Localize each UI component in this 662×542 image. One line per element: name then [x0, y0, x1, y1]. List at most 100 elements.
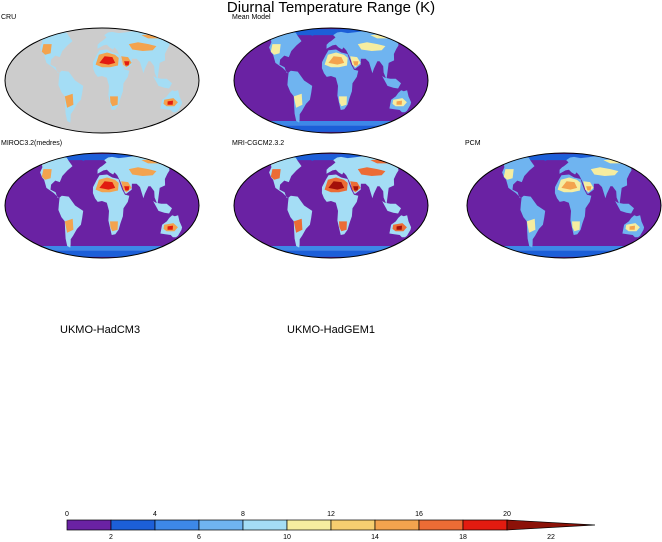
colorbar-tick-label: 0: [65, 511, 69, 518]
southern-ocean-band: [17, 246, 187, 251]
land-greenland: [79, 29, 95, 36]
colorbar-segment: [330, 519, 376, 531]
peak-dtr-saharaCore: [328, 56, 345, 65]
high-dtr-southAfrica: [339, 96, 347, 107]
land-greenland: [79, 154, 95, 161]
colorbar-segment: [110, 519, 156, 531]
high-dtr-southAm: [293, 93, 303, 108]
arctic-band: [485, 154, 643, 161]
land-indonesia: [615, 201, 634, 214]
high-dtr-westUS: [503, 169, 514, 180]
high-dtr-westUS: [41, 169, 52, 180]
colorbar-segment: [154, 519, 200, 531]
map-cru: [4, 27, 200, 134]
colorbar-segment: [462, 519, 508, 531]
panel-label-miroc: MIROC3.2(medres): [1, 140, 63, 147]
land-northAmerica: [258, 31, 302, 74]
colorbar-tick-label: 12: [327, 511, 335, 518]
map-pcm: [466, 152, 662, 259]
colorbar-segment: [198, 519, 244, 531]
peak-dtr-arabiaCore: [124, 186, 130, 191]
peak-dtr-ausCore: [396, 225, 402, 230]
peak-dtr-saharaCore: [99, 181, 116, 190]
peak-dtr-arabiaCore: [124, 61, 130, 66]
high-dtr-centralAsia: [357, 42, 386, 51]
colorbar-tick-label: 22: [547, 534, 555, 541]
peak-dtr-saharaCore: [561, 181, 578, 190]
arctic-band: [252, 154, 410, 161]
land-eurasia: [97, 155, 180, 205]
land-indonesia: [153, 201, 172, 214]
high-dtr-westUS: [270, 44, 281, 55]
land-indonesia: [382, 76, 401, 89]
land-eurasia: [559, 155, 642, 205]
land-indonesia: [153, 76, 172, 89]
southern-ocean-band: [252, 250, 410, 254]
peak-dtr-arabiaCore: [586, 186, 592, 191]
peak-dtr-ausCore: [396, 100, 402, 105]
panel-label-mri: MRI-CGCM2.3.2: [232, 140, 285, 147]
map-miroc: [4, 152, 200, 259]
high-dtr-southAm: [526, 218, 536, 233]
land-northAmerica: [258, 156, 302, 199]
colorbar-segment: [242, 519, 288, 531]
peak-dtr-ausCore: [167, 225, 173, 230]
colorbar-segment: [374, 519, 420, 531]
land-eurasia: [97, 30, 180, 80]
high-dtr-southAm: [64, 93, 74, 108]
map-outline: [466, 152, 662, 259]
colorbar-tick-label: 14: [371, 534, 379, 541]
colorbar-tick-label: 4: [153, 511, 157, 518]
colorbar-tick-label: 2: [109, 534, 113, 541]
figure-title: Diurnal Temperature Range (K): [226, 0, 436, 16]
land-northAmerica: [491, 156, 535, 199]
arctic-band: [23, 154, 181, 161]
high-dtr-southAm: [293, 218, 303, 233]
high-dtr-centralAsia: [590, 167, 619, 176]
panel-label-hadcm3: UKMO-HadCM3: [60, 324, 141, 336]
map-outline: [4, 152, 200, 259]
colorbar: 0 2 4 6 8 10 12 14 16 18 20 22: [65, 511, 596, 541]
high-dtr-westUS: [270, 169, 281, 180]
colorbar-segment: [286, 519, 332, 531]
arctic-band: [252, 29, 410, 36]
colorbar-segment: [506, 519, 596, 531]
land-eurasia: [326, 30, 409, 80]
land-northAmerica: [29, 31, 73, 74]
high-dtr-southAfrica: [110, 221, 118, 232]
high-dtr-westUS: [41, 44, 52, 55]
colorbar-segment: [66, 519, 112, 531]
high-dtr-centralAsia: [128, 167, 157, 176]
map-outline: [4, 27, 200, 134]
southern-ocean-band: [485, 250, 643, 254]
high-dtr-southAfrica: [339, 221, 347, 232]
colorbar-tick-label: 20: [503, 511, 511, 518]
map-mean-model: [233, 27, 429, 134]
southern-ocean-band: [246, 121, 416, 126]
peak-dtr-arabiaCore: [353, 186, 359, 191]
panel-label-hadgem1: UKMO-HadGEM1: [287, 324, 376, 336]
colorbar-tick-label: 18: [459, 534, 467, 541]
southern-ocean-band: [252, 125, 410, 129]
high-dtr-centralAsia: [357, 167, 386, 176]
panel-label-mean-model: Mean Model: [232, 14, 271, 21]
peak-dtr-arabiaCore: [353, 61, 359, 66]
southern-ocean-band: [246, 246, 416, 251]
colorbar-tick-label: 6: [197, 534, 201, 541]
high-dtr-centralAsia: [128, 42, 157, 51]
land-eurasia: [326, 155, 409, 205]
southern-ocean-band: [479, 246, 649, 251]
peak-dtr-saharaCore: [99, 56, 116, 65]
colorbar-tick-label: 8: [241, 511, 245, 518]
map-outline: [233, 27, 429, 134]
panel-label-cru: CRU: [1, 14, 17, 21]
land-northAmerica: [29, 156, 73, 199]
land-greenland: [308, 154, 324, 161]
map-outline: [233, 152, 429, 259]
peak-dtr-saharaCore: [328, 181, 345, 190]
land-greenland: [541, 154, 557, 161]
high-dtr-southAfrica: [110, 96, 118, 107]
colorbar-segment: [418, 519, 464, 531]
colorbar-tick-label: 16: [415, 511, 423, 518]
southern-ocean-band: [23, 250, 181, 254]
